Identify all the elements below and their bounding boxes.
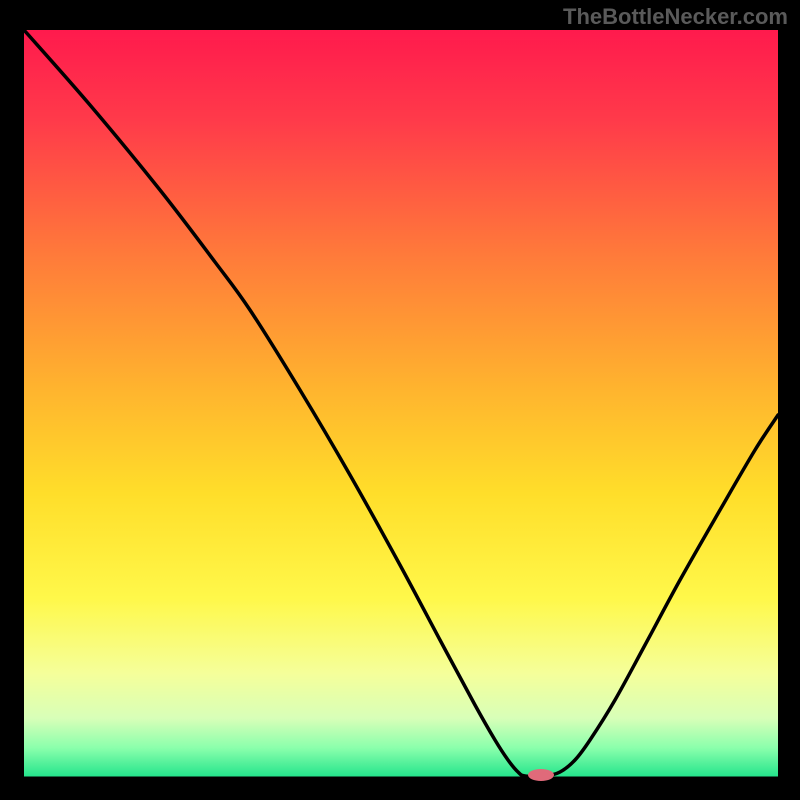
optimum-marker xyxy=(528,769,554,781)
bottleneck-chart: TheBottleNecker.com xyxy=(0,0,800,800)
watermark-text: TheBottleNecker.com xyxy=(563,4,788,30)
plot-area xyxy=(24,30,778,778)
chart-svg xyxy=(0,0,800,800)
